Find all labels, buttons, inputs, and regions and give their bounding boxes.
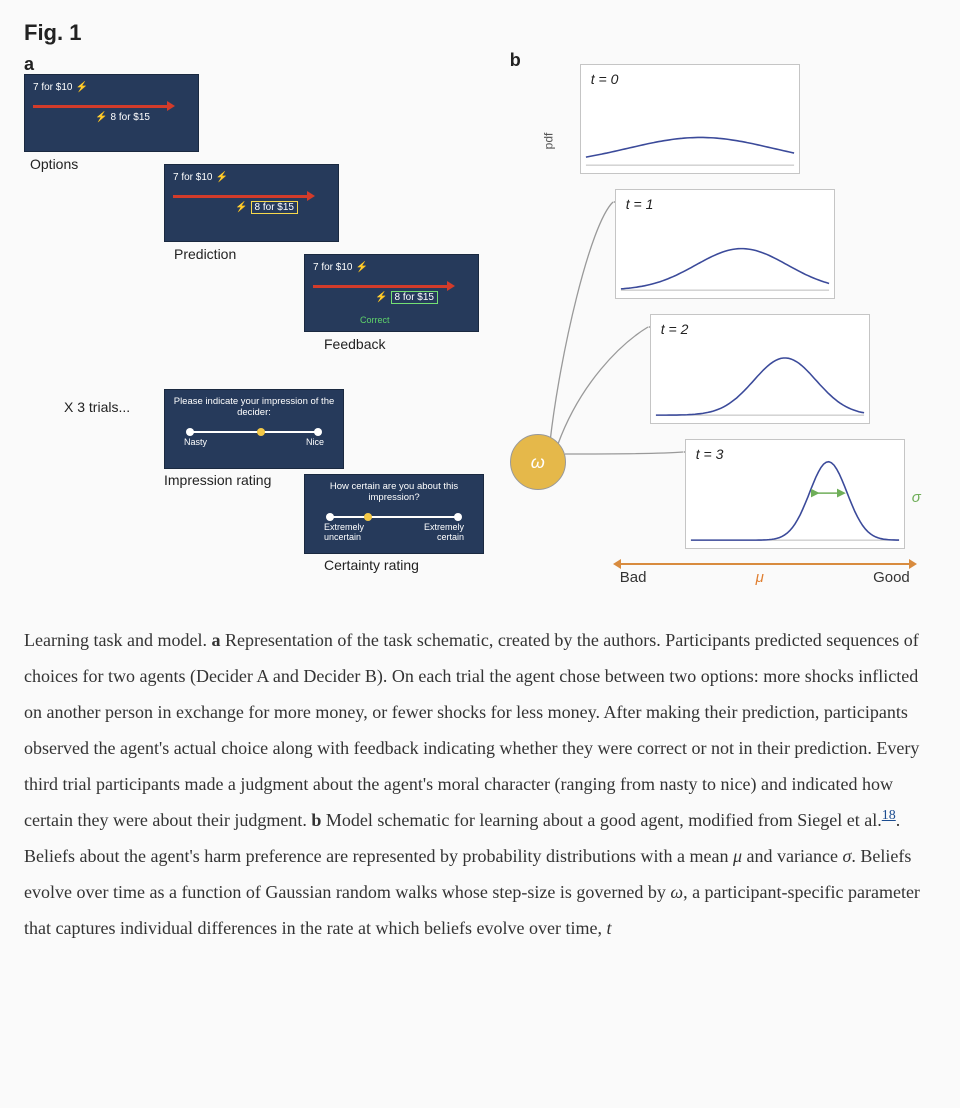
caption-b-lead: b <box>311 810 321 830</box>
mu-label: μ <box>756 569 764 586</box>
distribution-box-t1: t = 1 <box>615 189 835 299</box>
distribution-box-t2: t = 2 <box>650 314 870 424</box>
options-bottom: 8 for $15 <box>111 112 150 123</box>
t-label: t = 1 <box>626 196 654 212</box>
figure-caption: Learning task and model. a Representatio… <box>24 622 936 946</box>
impression-prompt: Please indicate your impression of the d… <box>173 396 335 419</box>
omega-symbol: ω <box>531 452 545 473</box>
bolt-icon: ⚡ <box>216 172 228 183</box>
t-label: t = 2 <box>661 321 689 337</box>
figure-title: Fig. 1 <box>24 20 936 46</box>
slider-end-right <box>454 513 462 521</box>
caption-mu: μ <box>733 846 742 866</box>
bad-good-axis: Bad μ Good <box>620 563 910 586</box>
impression-slider <box>189 431 319 433</box>
axis-left-label: Bad <box>620 569 647 586</box>
impression-card: Please indicate your impression of the d… <box>164 389 344 469</box>
options-caption: Options <box>30 156 78 172</box>
reference-link[interactable]: 18 <box>882 808 896 823</box>
options-card: 7 for $10 ⚡ ⚡ 8 for $15 <box>24 74 199 152</box>
t-label: t = 3 <box>696 446 724 462</box>
feedback-arrow <box>313 285 448 288</box>
axis-arrow <box>620 563 910 565</box>
impression-left-label: Nasty <box>184 437 207 447</box>
options-arrow <box>33 105 168 108</box>
options-top: 7 for $10 <box>33 82 72 93</box>
slider-end-right <box>314 428 322 436</box>
distribution-box-t3: t = 3 <box>685 439 905 549</box>
certainty-caption: Certainty rating <box>324 557 419 573</box>
slider-end-left <box>326 513 334 521</box>
feedback-result: Correct <box>360 315 390 325</box>
panel-b: b pdf ω t = 0 t = 1 t = 2 t = 3 <box>510 54 936 594</box>
axis-right-label: Good <box>873 569 910 586</box>
feedback-bottom: 8 for $15 <box>391 291 438 304</box>
prediction-card: 7 for $10 ⚡ ⚡ 8 for $15 <box>164 164 339 242</box>
feedback-top: 7 for $10 <box>313 262 352 273</box>
caption-a: Representation of the task schematic, cr… <box>24 630 919 830</box>
sigma-label: σ <box>912 489 921 506</box>
bolt-icon: ⚡ <box>356 262 368 273</box>
bolt-icon: ⚡ <box>375 292 387 303</box>
t-label: t = 0 <box>591 71 619 87</box>
panel-b-label: b <box>510 50 521 71</box>
distribution-box-t0: t = 0 <box>580 64 800 174</box>
impression-right-label: Nice <box>306 437 324 447</box>
certainty-slider <box>329 516 459 518</box>
slider-end-left <box>186 428 194 436</box>
bolt-icon: ⚡ <box>95 112 107 123</box>
trials-note: X 3 trials... <box>64 399 130 415</box>
certainty-prompt: How certain are you about this impressio… <box>313 481 475 504</box>
slider-knob <box>364 513 372 521</box>
feedback-caption: Feedback <box>324 336 385 352</box>
caption-b3: and variance <box>742 846 842 866</box>
bolt-icon: ⚡ <box>76 82 88 93</box>
impression-caption: Impression rating <box>164 472 271 488</box>
certainty-right-label: Extremely certain <box>414 522 464 542</box>
caption-t: t <box>606 918 611 938</box>
caption-omega: ω <box>670 882 683 902</box>
panel-a: a 7 for $10 ⚡ ⚡ 8 for $15 Options 7 for … <box>24 54 500 594</box>
slider-knob <box>257 428 265 436</box>
prediction-caption: Prediction <box>174 246 236 262</box>
certainty-card: How certain are you about this impressio… <box>304 474 484 554</box>
omega-node: ω <box>510 434 566 490</box>
caption-intro: Learning task and model. <box>24 630 211 650</box>
prediction-arrow <box>173 195 308 198</box>
panel-a-label: a <box>24 54 500 75</box>
prediction-bottom: 8 for $15 <box>251 201 298 214</box>
feedback-card: 7 for $10 ⚡ ⚡ 8 for $15 Correct <box>304 254 479 332</box>
pdf-axis-label: pdf <box>541 133 555 150</box>
certainty-left-label: Extremely uncertain <box>324 522 374 542</box>
prediction-top: 7 for $10 <box>173 172 212 183</box>
caption-b1: Model schematic for learning about a goo… <box>321 810 881 830</box>
bolt-icon: ⚡ <box>235 202 247 213</box>
figure-panels: a 7 for $10 ⚡ ⚡ 8 for $15 Options 7 for … <box>24 54 936 594</box>
